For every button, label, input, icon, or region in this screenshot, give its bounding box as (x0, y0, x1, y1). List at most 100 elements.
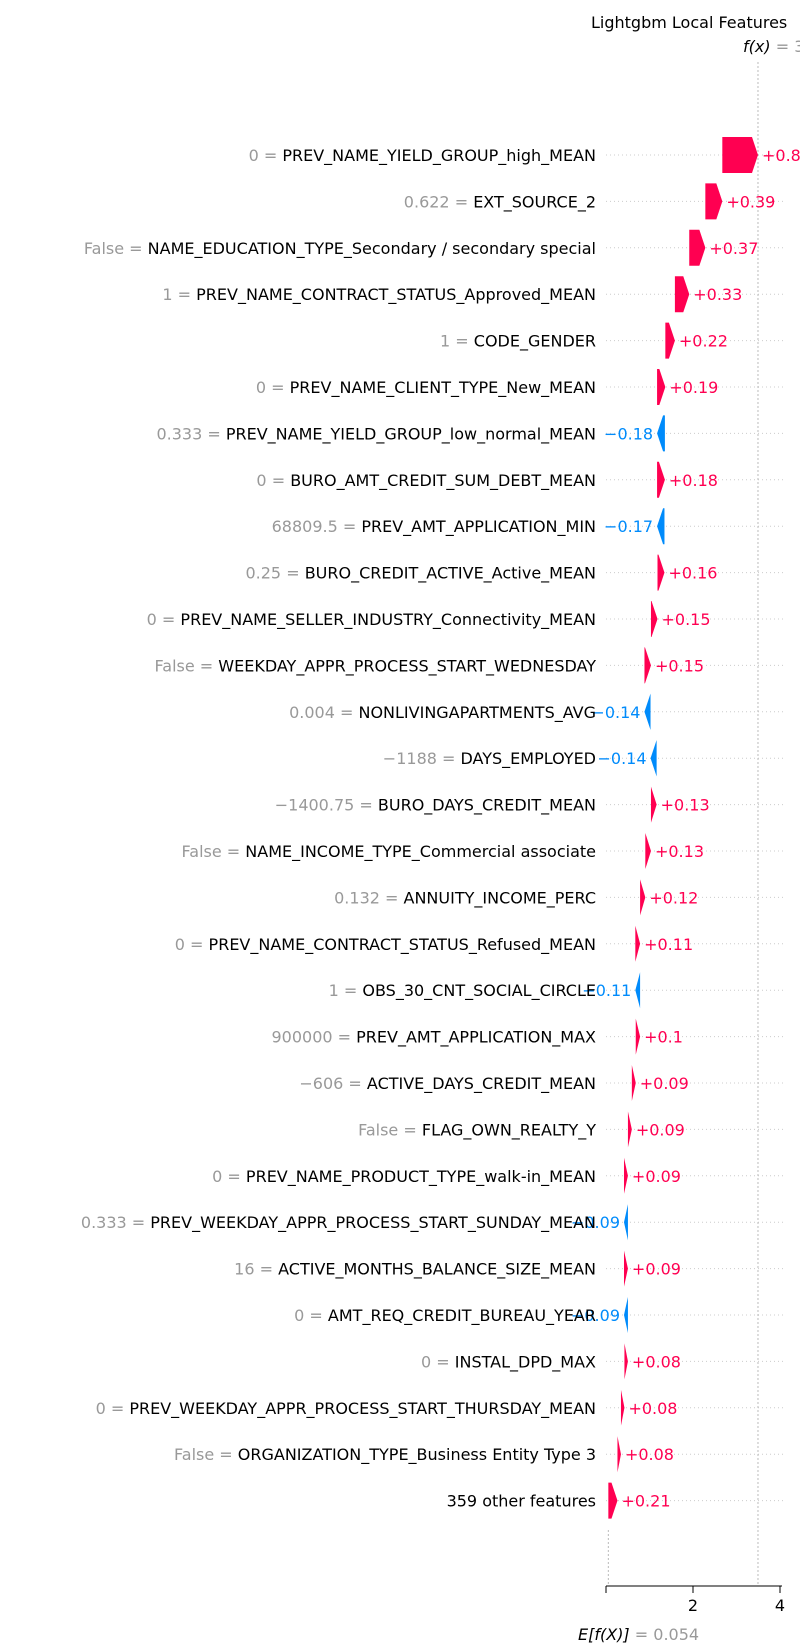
fx-equals: = (776, 37, 795, 56)
feature-label: False = ORGANIZATION_TYPE_Business Entit… (174, 1445, 596, 1465)
positive-bar (617, 1436, 621, 1473)
feature-value: 900000 = (271, 1028, 356, 1047)
feature-value: 0.25 = (245, 564, 304, 583)
feature-label: 68809.5 = PREV_AMT_APPLICATION_MIN (272, 517, 596, 537)
positive-bar (631, 1065, 636, 1101)
feature-label: −1400.75 = BURO_DAYS_CREDIT_MEAN (275, 796, 596, 816)
feature-name: WEEKDAY_APPR_PROCESS_START_WEDNESDAY (218, 656, 596, 676)
x-tick-label: 2 (688, 1596, 698, 1615)
positive-bar (624, 1343, 628, 1380)
feature-value: False = (174, 1445, 238, 1464)
feature-label: 0 = PREV_NAME_SELLER_INDUSTRY_Connectivi… (147, 610, 596, 630)
feature-label: 0 = AMT_REQ_CREDIT_BUREAU_YEAR (294, 1306, 596, 1326)
feature-name: PREV_WEEKDAY_APPR_PROCESS_START_THURSDAY… (129, 1399, 596, 1419)
positive-bar (705, 183, 723, 220)
positive-bar (624, 1250, 628, 1287)
contribution-label: +0.09 (640, 1074, 689, 1093)
contribution-label: +0.37 (709, 239, 758, 258)
contribution-label: +0.1 (644, 1028, 683, 1047)
positive-bar (650, 786, 657, 823)
feature-label: 0 = BURO_AMT_CREDIT_SUM_DEBT_MEAN (256, 471, 596, 491)
feature-name: PREV_AMT_APPLICATION_MIN (361, 517, 596, 537)
base-equals: = (635, 1625, 654, 1644)
contribution-label: −0.09 (571, 1306, 620, 1325)
feature-name: EXT_SOURCE_2 (473, 192, 596, 212)
negative-bar (657, 508, 665, 545)
feature-name: INSTAL_DPD_MAX (455, 1352, 596, 1372)
feature-value: 0.004 = (289, 703, 358, 722)
positive-bar (627, 1111, 632, 1148)
feature-label: 1 = OBS_30_CNT_SOCIAL_CIRCLE (329, 981, 596, 1001)
feature-label: 1 = CODE_GENDER (440, 332, 596, 352)
feature-value: 0 = (294, 1306, 328, 1325)
feature-name: FLAG_OWN_REALTY_Y (422, 1120, 596, 1140)
feature-name: PREV_WEEKDAY_APPR_PROCESS_START_SUNDAY_M… (150, 1213, 596, 1233)
feature-name: NAME_INCOME_TYPE_Commercial associate (245, 842, 596, 862)
feature-value: 0.132 = (334, 888, 403, 907)
feature-label: 0.004 = NONLIVINGAPARTMENTS_AVG (289, 703, 596, 723)
feature-label: 359 other features (447, 1492, 596, 1511)
feature-label: 1 = PREV_NAME_CONTRACT_STATUS_Approved_M… (162, 285, 596, 305)
positive-bar (665, 322, 675, 359)
feature-name: AMT_REQ_CREDIT_BUREAU_YEAR (328, 1306, 596, 1326)
positive-bar (657, 554, 665, 591)
contribution-label: +0.15 (655, 656, 704, 675)
contribution-label: +0.21 (621, 1492, 670, 1511)
feature-value: 0.333 = (156, 424, 225, 443)
contribution-label: +0.15 (662, 610, 711, 629)
x-tick-label: 4 (775, 1596, 785, 1615)
contribution-label: −0.17 (604, 517, 653, 536)
feature-label: 0.132 = ANNUITY_INCOME_PERC (334, 888, 596, 908)
positive-bar (620, 1389, 625, 1426)
feature-value: 0 = (249, 146, 283, 165)
feature-label: −1188 = DAYS_EMPLOYED (383, 749, 596, 769)
feature-name: ACTIVE_DAYS_CREDIT_MEAN (367, 1074, 596, 1094)
positive-bar (689, 229, 706, 266)
feature-label: 0 = INSTAL_DPD_MAX (421, 1352, 596, 1372)
feature-label: False = FLAG_OWN_REALTY_Y (358, 1120, 596, 1140)
positive-bar (722, 137, 758, 173)
feature-name: PREV_NAME_CONTRACT_STATUS_Approved_MEAN (196, 285, 596, 305)
feature-value: False = (358, 1120, 422, 1139)
contribution-label: +0.09 (636, 1120, 685, 1139)
feature-label: 0 = PREV_NAME_CLIENT_TYPE_New_MEAN (256, 378, 596, 398)
feature-name: ACTIVE_MONTHS_BALANCE_SIZE_MEAN (278, 1260, 596, 1280)
contribution-label: +0.08 (632, 1352, 681, 1371)
feature-value: 0.622 = (404, 192, 473, 211)
fx-value: 3 (794, 37, 800, 56)
feature-name: ANNUITY_INCOME_PERC (404, 888, 596, 908)
feature-name: PREV_NAME_PRODUCT_TYPE_walk-in_MEAN (246, 1167, 596, 1187)
feature-value: −1400.75 = (275, 796, 378, 815)
contribution-label: +0.11 (644, 935, 693, 954)
feature-label: False = NAME_INCOME_TYPE_Commercial asso… (182, 842, 596, 862)
base-annotation: E[f(X)] = 0.054 (578, 1625, 699, 1644)
feature-name: DAYS_EMPLOYED (461, 749, 597, 769)
feature-label: 0 = PREV_NAME_PRODUCT_TYPE_walk-in_MEAN (212, 1167, 596, 1187)
feature-name: BURO_CREDIT_ACTIVE_Active_MEAN (305, 564, 596, 584)
feature-name: OBS_30_CNT_SOCIAL_CIRCLE (362, 981, 596, 1001)
feature-value: False = (84, 239, 148, 258)
feature-name: NONLIVINGAPARTMENTS_AVG (358, 703, 596, 723)
feature-name: PREV_NAME_CLIENT_TYPE_New_MEAN (290, 378, 596, 398)
contribution-label: +0.09 (632, 1260, 681, 1279)
feature-value: 1 = (162, 285, 196, 304)
positive-bar (645, 833, 651, 869)
chart-title: Lightgbm Local Features (591, 13, 787, 32)
negative-bar (624, 1297, 628, 1333)
contribution-label: +0.39 (726, 192, 775, 211)
contribution-label: +0.13 (655, 842, 704, 861)
negative-bar (635, 972, 641, 1009)
feature-value: False = (182, 842, 246, 861)
feature-value: 0 = (421, 1352, 455, 1371)
fx-annotation: f(x) = 3 (743, 37, 800, 56)
feature-value: 0 = (147, 610, 181, 629)
contribution-label: +0.82 (762, 146, 800, 165)
feature-name: BURO_DAYS_CREDIT_MEAN (378, 796, 596, 816)
feature-labels: +0.82 0 = PREV_NAME_YIELD_GROUP_high_MEAN… (81, 146, 800, 1511)
feature-label: 0.25 = BURO_CREDIT_ACTIVE_Active_MEAN (245, 564, 596, 584)
contribution-label: −0.11 (582, 981, 631, 1000)
positive-bar (635, 1018, 641, 1055)
bar-layer (608, 137, 758, 1519)
